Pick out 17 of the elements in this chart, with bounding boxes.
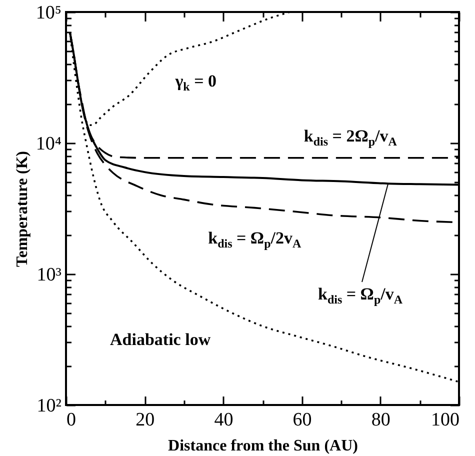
x-tick-label: 40 — [214, 410, 234, 430]
series-label: k$_{dis}$ = 2Ω$_{p}$/v$_{A}$ — [304, 126, 397, 150]
x-axis-title: Distance from the Sun (AU) — [168, 438, 358, 454]
series-label: k$_{dis}$ = Ω$_{p}$/2v$_{A}$ — [208, 228, 302, 252]
series-label: Adiabatic low — [110, 330, 211, 350]
y-tick-label: 10² — [36, 396, 62, 416]
x-tick-label: 80 — [371, 410, 390, 430]
y-tick-label: 10³ — [36, 264, 62, 286]
x-tick-label: 60 — [292, 410, 312, 430]
y-tick-label: 10⁴ — [36, 134, 62, 154]
text: k$_{dis}$ = Ω$_{p}$/v$_{A}$ — [318, 284, 403, 308]
x-tick-label: 0 — [66, 410, 76, 430]
x-tick-label: 20 — [136, 410, 155, 430]
x-tick-label: 100 — [431, 410, 460, 430]
series-label: γ$_{k}$ = 0 — [175, 72, 217, 96]
y-tick-label: 10⁵ — [36, 2, 62, 24]
y-axis-title: Temperature (K) — [14, 151, 31, 267]
